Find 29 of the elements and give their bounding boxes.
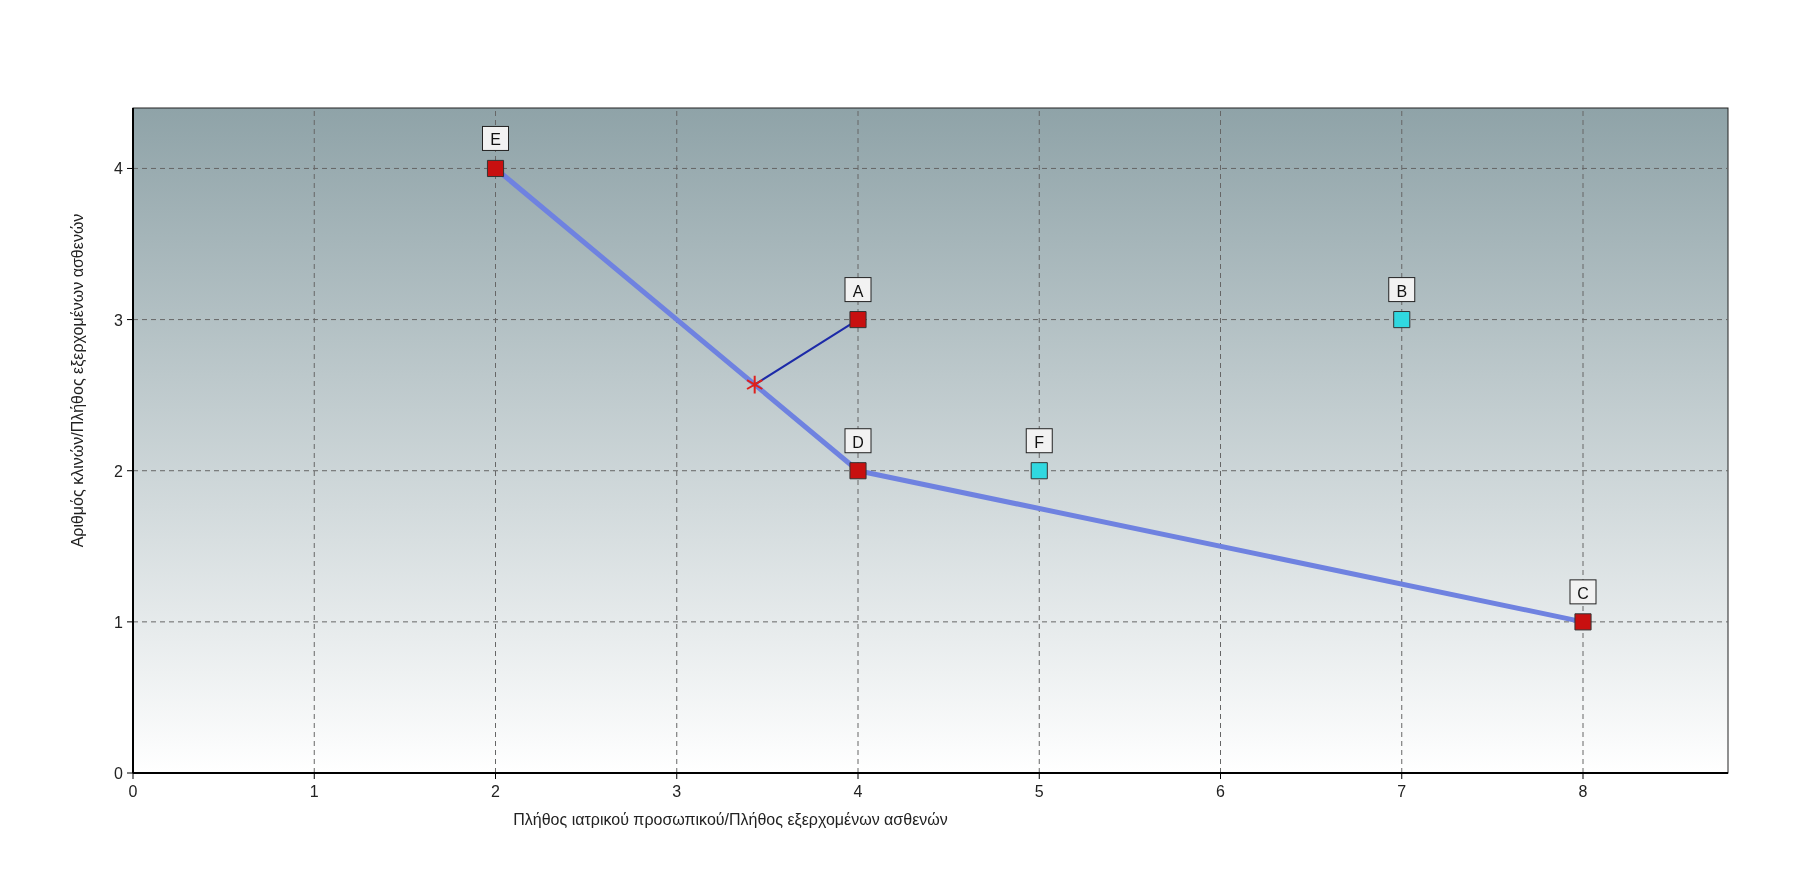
y-tick-label: 0 (114, 765, 124, 782)
x-tick-label: 2 (491, 783, 501, 800)
point (1393, 311, 1411, 329)
x-tick-label: 3 (672, 783, 682, 800)
y-tick-label: 4 (114, 160, 124, 178)
x-tick-label: 6 (1216, 783, 1226, 800)
annotation: D (852, 433, 864, 451)
x-tick-label: 1 (309, 783, 319, 800)
y-axis-title: Αριθμός κλινών/Πλήθος εξερχομένων ασθενών (69, 213, 87, 548)
x-tick-label: 5 (1034, 783, 1044, 800)
point (849, 462, 867, 480)
y-tick-label: 1 (114, 613, 124, 631)
y-tick-label: 2 (114, 462, 124, 480)
point (1574, 613, 1592, 631)
annotation: A (852, 282, 864, 300)
x-axis-title: Πλήθος ιατρικού προσωπικού/Πλήθος εξερχομένων ασθενών (513, 811, 948, 829)
point (746, 374, 764, 395)
annotation: B (1396, 282, 1408, 300)
x-tick-label: 8 (1578, 783, 1588, 800)
y-tick-label: 3 (114, 311, 124, 329)
x-tick-label: 4 (853, 783, 863, 800)
point (849, 311, 867, 329)
point (486, 159, 505, 178)
point (1030, 462, 1048, 480)
x-tick-label: 7 (1397, 783, 1407, 800)
annotation: F (1034, 433, 1045, 451)
x-tick-label: 0 (128, 783, 138, 800)
annotation: E (490, 131, 501, 149)
annotation: C (1577, 584, 1589, 602)
